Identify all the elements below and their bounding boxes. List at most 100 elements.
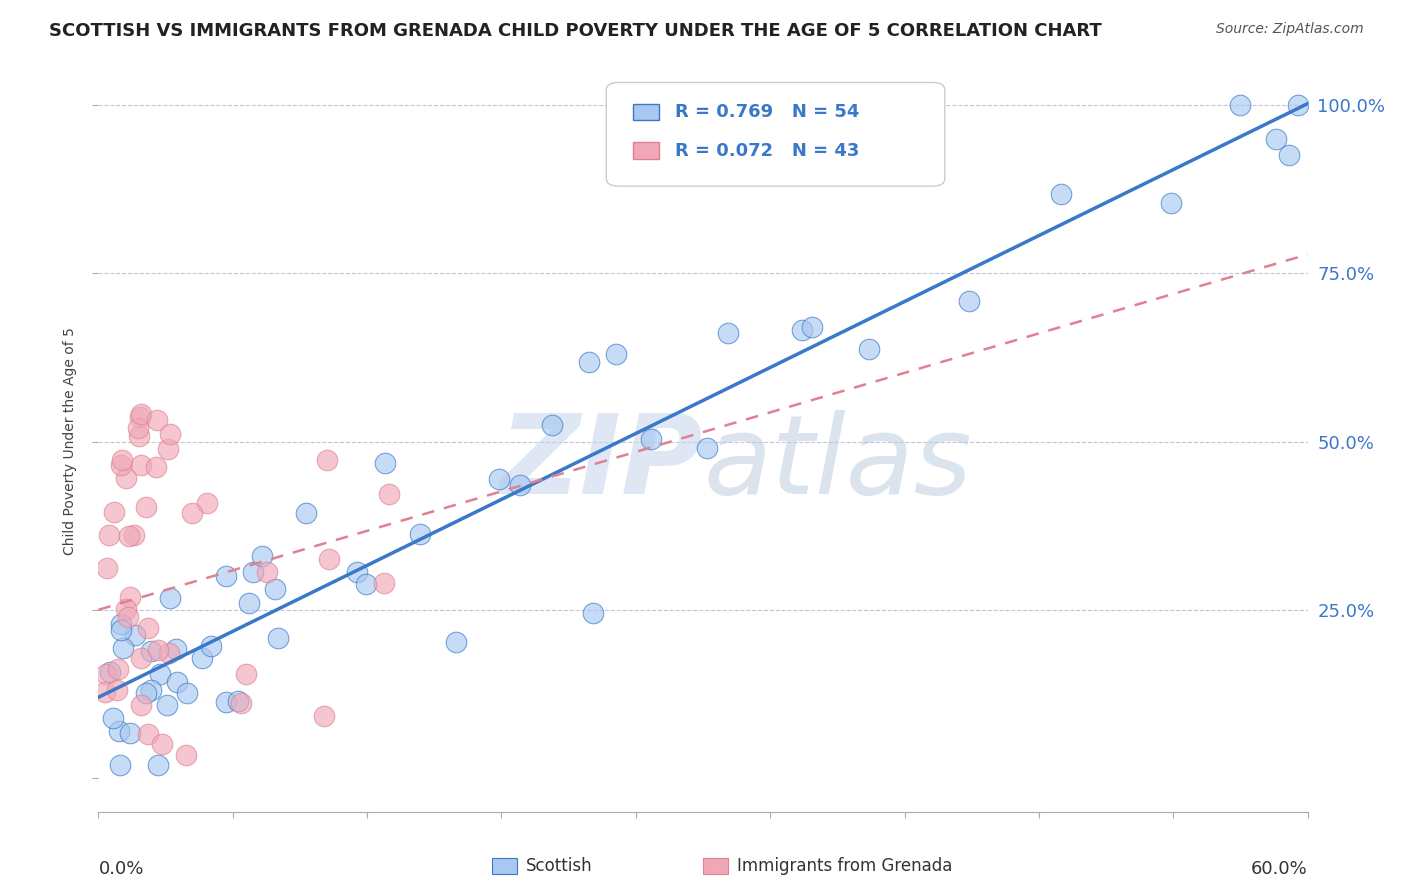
Point [124,627,146,641]
Point [118,725,141,739]
Point [146,413,169,427]
Point [1160,196,1182,211]
Point [115,470,138,484]
Point [146,643,169,657]
Point [156,698,179,712]
Point [115,602,138,616]
Point [118,590,141,604]
Point [157,646,180,660]
Point [508,478,530,492]
Point [315,453,337,467]
Point [166,675,188,690]
Point [800,320,823,334]
Text: R = 0.072   N = 43: R = 0.072 N = 43 [675,142,859,160]
Point [176,686,198,700]
FancyBboxPatch shape [606,82,945,186]
Point [229,696,252,710]
Point [118,529,141,543]
Point [200,640,222,654]
Bar [633,104,659,120]
Point [127,420,149,434]
Text: Scottish: Scottish [526,857,592,875]
Point [790,323,813,337]
Point [373,576,395,591]
Point [318,551,340,566]
Point [235,666,257,681]
Point [94,667,117,681]
Point [101,711,124,725]
Point [226,694,249,708]
Point [110,623,132,637]
Text: ZIP: ZIP [499,410,703,517]
Point [97,528,120,542]
Point [107,663,129,677]
Point [1264,132,1286,146]
Point [108,757,131,772]
Point [148,757,170,772]
Point [242,566,264,580]
Point [138,621,160,635]
Point [409,527,432,541]
Point [1286,98,1309,112]
Point [108,723,131,738]
Point [1229,98,1251,112]
Point [488,471,510,485]
Point [174,747,197,762]
Point [444,635,467,649]
Point [159,426,181,441]
Point [181,506,204,520]
Point [112,640,135,655]
Point [717,326,740,340]
Point [640,432,662,446]
Point [139,644,162,658]
Point [157,442,180,457]
Point [103,505,125,519]
Point [346,566,368,580]
Point [374,457,396,471]
Point [378,486,401,500]
Point [195,496,218,510]
Point [696,441,718,455]
Point [1050,186,1073,201]
Y-axis label: Child Poverty Under the Age of 5: Child Poverty Under the Age of 5 [63,327,77,556]
Point [111,452,134,467]
Point [858,343,880,357]
Point [139,682,162,697]
Point [129,651,152,665]
Point [110,616,132,631]
Point [128,429,150,443]
Point [165,642,187,657]
Point [149,667,172,681]
Point [578,355,600,369]
Text: 60.0%: 60.0% [1251,860,1308,878]
Point [159,591,181,606]
Point [190,651,212,665]
Point [215,568,238,582]
Point [266,632,288,646]
Point [215,695,238,709]
Point [110,458,132,472]
Point [122,527,145,541]
Point [134,686,156,700]
Text: SCOTTISH VS IMMIGRANTS FROM GRENADA CHILD POVERTY UNDER THE AGE OF 5 CORRELATION: SCOTTISH VS IMMIGRANTS FROM GRENADA CHIL… [49,22,1102,40]
Point [150,737,173,751]
Point [957,294,980,309]
Text: R = 0.769   N = 54: R = 0.769 N = 54 [675,103,859,121]
Point [605,346,627,360]
Text: Immigrants from Grenada: Immigrants from Grenada [737,857,952,875]
Point [354,577,377,591]
Point [238,597,260,611]
Point [1278,148,1301,162]
Point [256,566,278,580]
Point [294,507,316,521]
Bar [633,143,659,159]
Point [135,500,157,514]
Text: 0.0%: 0.0% [98,860,143,878]
Point [129,698,152,713]
Point [145,460,167,475]
Point [107,683,129,698]
Point [136,727,159,741]
Point [314,709,336,723]
Point [98,665,121,679]
Point [263,582,285,596]
